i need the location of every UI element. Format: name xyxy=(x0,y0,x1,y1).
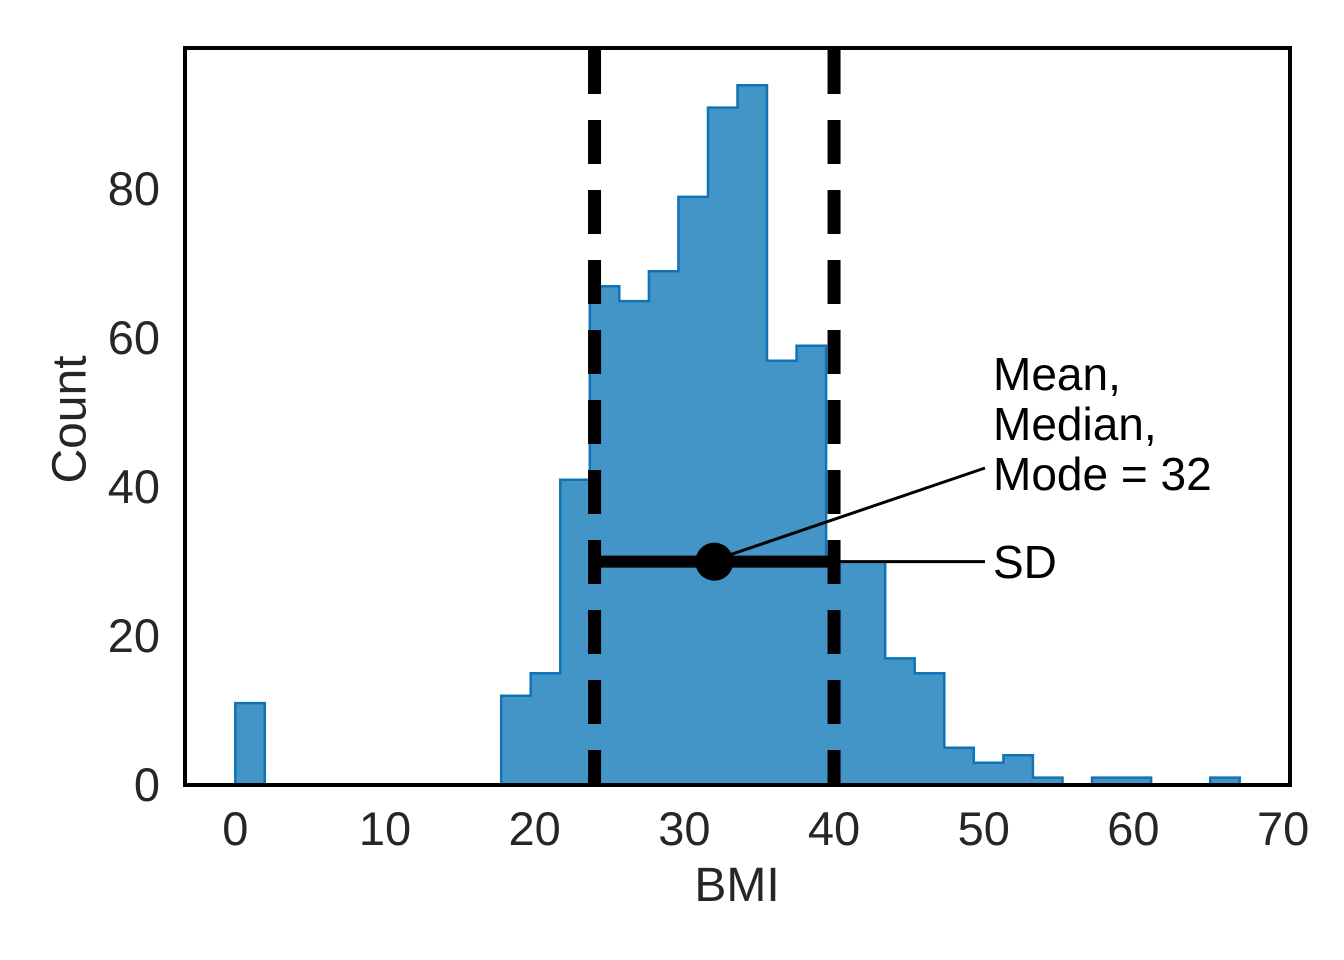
x-tick-label-30: 30 xyxy=(658,802,711,855)
histogram-fill xyxy=(235,85,1240,785)
x-tick-label-40: 40 xyxy=(807,802,861,855)
plot-border xyxy=(183,46,1292,787)
mean-marker-dot xyxy=(695,542,734,581)
y-tick-label-0: 0 xyxy=(133,758,160,811)
y-tick-label-20: 20 xyxy=(107,609,160,663)
mean-leader-line xyxy=(729,466,986,557)
y-tick-label-60: 60 xyxy=(107,311,160,365)
annotation-sd-label: SD xyxy=(993,536,1057,588)
annotation-mode-line: Mode = 32 xyxy=(993,448,1212,500)
x-tick-label-10: 10 xyxy=(358,802,412,855)
x-tick-label-50: 50 xyxy=(957,802,1010,855)
y-tick-label-40: 40 xyxy=(107,460,160,514)
x-tick-label-70: 70 xyxy=(1256,802,1310,855)
annotation-mean-median-mode: Mean, Median, Mode = 32 xyxy=(993,349,1212,499)
x-tick-label-0: 0 xyxy=(222,802,249,855)
y-axis-label: Count xyxy=(43,355,97,484)
x-tick-label-60: 60 xyxy=(1107,802,1160,855)
annotation-mean-line: Mean, xyxy=(993,348,1121,400)
x-axis-label: BMI xyxy=(694,859,780,912)
annotation-median-line: Median, xyxy=(993,398,1157,450)
y-tick-label-80: 80 xyxy=(107,162,160,216)
x-tick-label-20: 20 xyxy=(508,802,561,855)
